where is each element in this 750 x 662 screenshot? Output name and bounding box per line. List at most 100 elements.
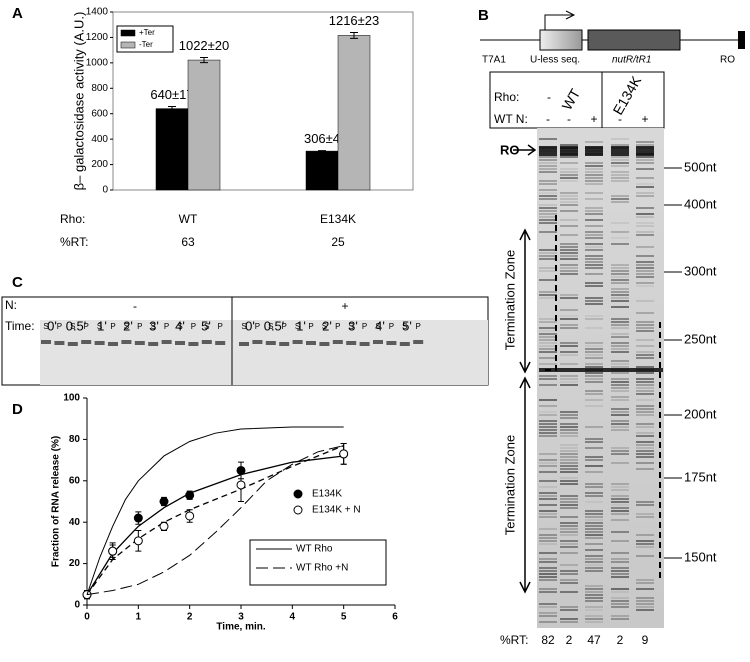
gel-band [539, 420, 557, 422]
gel-band [560, 255, 578, 257]
gel-band [636, 378, 654, 380]
bar [337, 35, 371, 191]
gel-band [560, 621, 578, 623]
element-label: RO [720, 55, 735, 66]
size-marker: 400nt [684, 196, 717, 211]
legend-label: -Ter [139, 40, 153, 49]
gel-band [611, 336, 629, 338]
gel-band [585, 165, 603, 167]
ro-box [738, 31, 745, 49]
gel-band [539, 180, 557, 182]
gel-band [539, 138, 557, 140]
bar [305, 150, 339, 191]
gel-band [636, 579, 654, 581]
gel-band [560, 540, 578, 542]
gel-band [560, 318, 578, 320]
time-value: 3' [348, 318, 358, 333]
header-value: + [590, 112, 597, 126]
gel-band [611, 384, 629, 386]
gel-band [611, 146, 629, 156]
gel-band [611, 615, 629, 617]
gel-band [539, 258, 557, 260]
gel-band [611, 447, 629, 449]
data-label: 1022±20 [179, 38, 230, 53]
gel-band [560, 582, 578, 584]
gel-band [539, 432, 557, 434]
gel-band [539, 537, 557, 539]
gel-band [560, 375, 578, 377]
gel-band [539, 486, 557, 488]
gel-band [636, 351, 654, 353]
gel-band [560, 531, 578, 533]
gel-band [539, 291, 557, 293]
line [86, 426, 344, 595]
fraction-label: S [402, 322, 407, 331]
gel-band [585, 231, 603, 233]
gel-band [560, 465, 578, 467]
gel-band [539, 345, 557, 347]
gel-band [585, 192, 603, 194]
gel-band [585, 261, 603, 263]
gel-band [539, 159, 557, 161]
gel-band [611, 489, 629, 491]
gel-band [161, 340, 172, 344]
gel-band [539, 405, 557, 407]
gel-band [636, 405, 654, 407]
legend-marker [293, 505, 303, 515]
gel-band [585, 285, 603, 287]
gel-band [611, 291, 629, 293]
gel-band [636, 435, 654, 437]
gel-band [636, 177, 654, 179]
gel-band [585, 426, 603, 428]
gel-band [560, 435, 578, 437]
marker [185, 511, 195, 521]
gel-band [636, 246, 654, 248]
gel-band [585, 615, 603, 617]
gel-band [585, 492, 603, 494]
gel-band [121, 340, 132, 344]
gel-band [560, 477, 578, 479]
gel-band [560, 516, 578, 518]
y-tick-label: 0 [102, 185, 108, 196]
gel-band [560, 564, 578, 566]
gel-band [611, 351, 629, 353]
gel-band [585, 561, 603, 563]
gel-band [585, 351, 603, 353]
gel-band [611, 387, 629, 389]
gel-band [611, 501, 629, 503]
gel-band [560, 177, 578, 179]
header-value: - [547, 90, 551, 104]
n-label: N: [5, 298, 17, 312]
gel-band [560, 210, 578, 212]
gel-band [539, 528, 557, 530]
element-label: nutR/tR1 [612, 55, 651, 66]
gel-band [585, 621, 603, 623]
gel-band [539, 459, 557, 461]
gel-band [636, 162, 654, 164]
gel-band [611, 294, 629, 296]
gel-band [560, 552, 578, 554]
time-value: 0.5' [66, 318, 87, 333]
gel-band [611, 144, 629, 146]
gel-band [539, 573, 557, 575]
gel-band [611, 513, 629, 515]
gel-band [585, 237, 603, 239]
zone-arrow [519, 228, 531, 374]
gel-band [636, 384, 654, 386]
gel-band [611, 507, 629, 509]
size-marker: 200nt [684, 406, 717, 421]
gel-band [611, 321, 629, 323]
gel-band [611, 162, 629, 164]
gel-band [539, 603, 557, 605]
gel-band [636, 141, 654, 143]
gel-band [560, 498, 578, 500]
gel-band [585, 198, 603, 200]
gel-band [611, 306, 629, 308]
gel-band [585, 570, 603, 572]
gel-band [279, 342, 290, 346]
gel-band [585, 162, 603, 164]
gel-band [585, 345, 603, 347]
gel-band [539, 495, 557, 497]
gel-band [611, 570, 629, 572]
fraction-label: S [241, 322, 246, 331]
